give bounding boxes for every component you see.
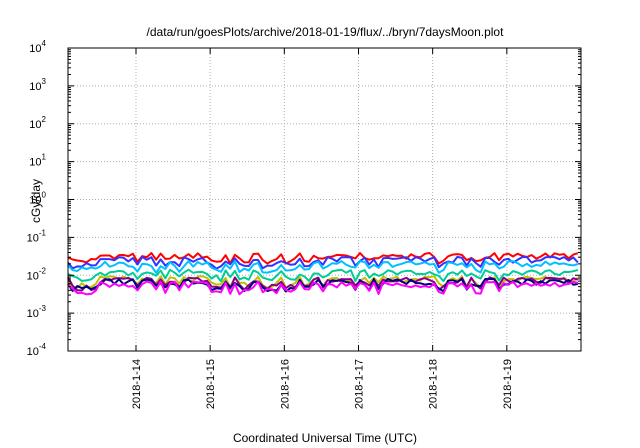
y-tick-label: 10-1 [27,228,47,244]
series-line [67,268,579,283]
x-tick-label: 2018-1-14 [131,359,143,409]
series-line [67,260,579,274]
y-axis-label: cGy/day [29,179,43,223]
series-line [67,252,579,265]
y-tick-exponent: 3 [42,77,47,86]
series-line [67,255,579,270]
y-tick-base: 10 [29,157,41,169]
y-tick-exponent: 1 [42,153,47,162]
y-tick-exponent: 0 [42,191,47,200]
y-tick-exponent: -1 [39,228,47,237]
y-tick-label: 100 [29,191,46,207]
y-tick-label: 104 [29,39,46,55]
y-tick-label: 101 [29,153,46,169]
x-axis-label: Coordinated Universal Time (UTC) [233,431,417,445]
y-tick-base: 10 [29,195,41,207]
y-tick-label: 102 [29,115,46,131]
y-tick-base: 10 [27,270,39,282]
y-tick-exponent: -4 [39,342,47,351]
y-tick-label: 103 [29,77,46,93]
y-tick-base: 10 [29,43,41,55]
ticks: 2018-1-14 2018-1-15 2018-1-16 2018-1-17 2018… [27,39,581,409]
series-line [67,280,579,296]
x-tick-label: 2018-1-17 [353,359,365,409]
plot-area-frame [67,47,582,352]
x-tick-label: 2018-1-15 [205,359,217,409]
x-tick-label: 2018-1-18 [428,359,440,409]
y-tick-label: 10-4 [27,342,47,358]
series-group [67,252,579,296]
y-tick-base: 10 [29,119,41,131]
chart-title: /data/run/goesPlots/archive/2018-01-19/f… [147,25,505,39]
y-tick-base: 10 [27,232,39,244]
y-tick-exponent: 4 [42,39,47,48]
y-tick-base: 10 [29,81,41,93]
y-tick-exponent: 2 [42,115,47,124]
y-tick-label: 10-3 [27,304,47,320]
series-line [67,277,579,293]
x-tick-label: 2018-1-19 [502,359,514,409]
y-tick-exponent: -2 [39,266,47,275]
y-tick-exponent: -3 [39,304,47,313]
y-tick-base: 10 [27,346,39,358]
grid [68,48,581,351]
y-tick-label: 10-2 [27,266,47,282]
y-tick-base: 10 [27,308,39,320]
x-tick-label: 2018-1-16 [279,359,291,409]
